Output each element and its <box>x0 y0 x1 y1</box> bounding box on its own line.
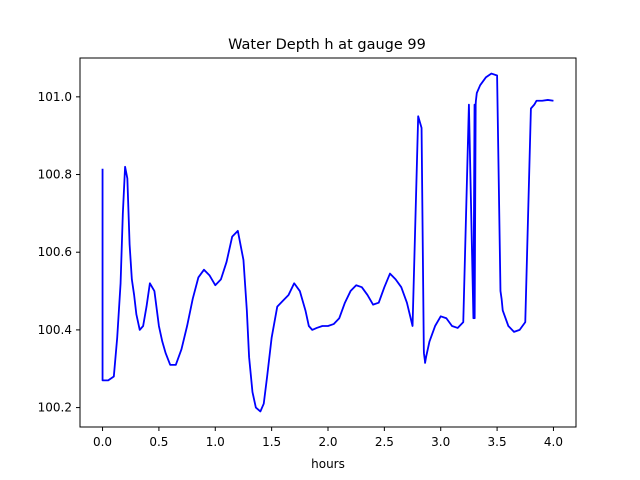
x-tick-label: 0.5 <box>149 435 168 449</box>
x-tick-label: 1.0 <box>206 435 225 449</box>
y-tick-label: 100.4 <box>38 323 72 337</box>
x-axis-label: hours <box>311 457 345 471</box>
x-axis-ticks: 0.0 0.5 1.0 1.5 2.0 2.5 3.0 3.5 4.0 <box>93 427 563 449</box>
x-tick-label: 2.0 <box>318 435 337 449</box>
plot-area <box>79 57 577 428</box>
x-tick-label: 4.0 <box>544 435 563 449</box>
plot-frame <box>79 57 577 428</box>
x-tick-label: 1.5 <box>262 435 281 449</box>
y-tick-label: 100.8 <box>38 168 72 182</box>
x-tick-label: 3.0 <box>431 435 450 449</box>
series-line <box>101 72 554 413</box>
y-axis-ticks: 100.2 100.4 100.6 100.8 101.0 <box>38 90 80 415</box>
x-tick-label: 2.5 <box>375 435 394 449</box>
x-tick-label: 3.5 <box>488 435 507 449</box>
y-tick-label: 100.2 <box>38 401 72 415</box>
y-tick-label: 100.6 <box>38 245 72 259</box>
chart-title: Water Depth h at gauge 99 <box>228 37 426 53</box>
y-tick-label: 101.0 <box>38 90 72 104</box>
x-tick-label: 0.0 <box>93 435 112 449</box>
